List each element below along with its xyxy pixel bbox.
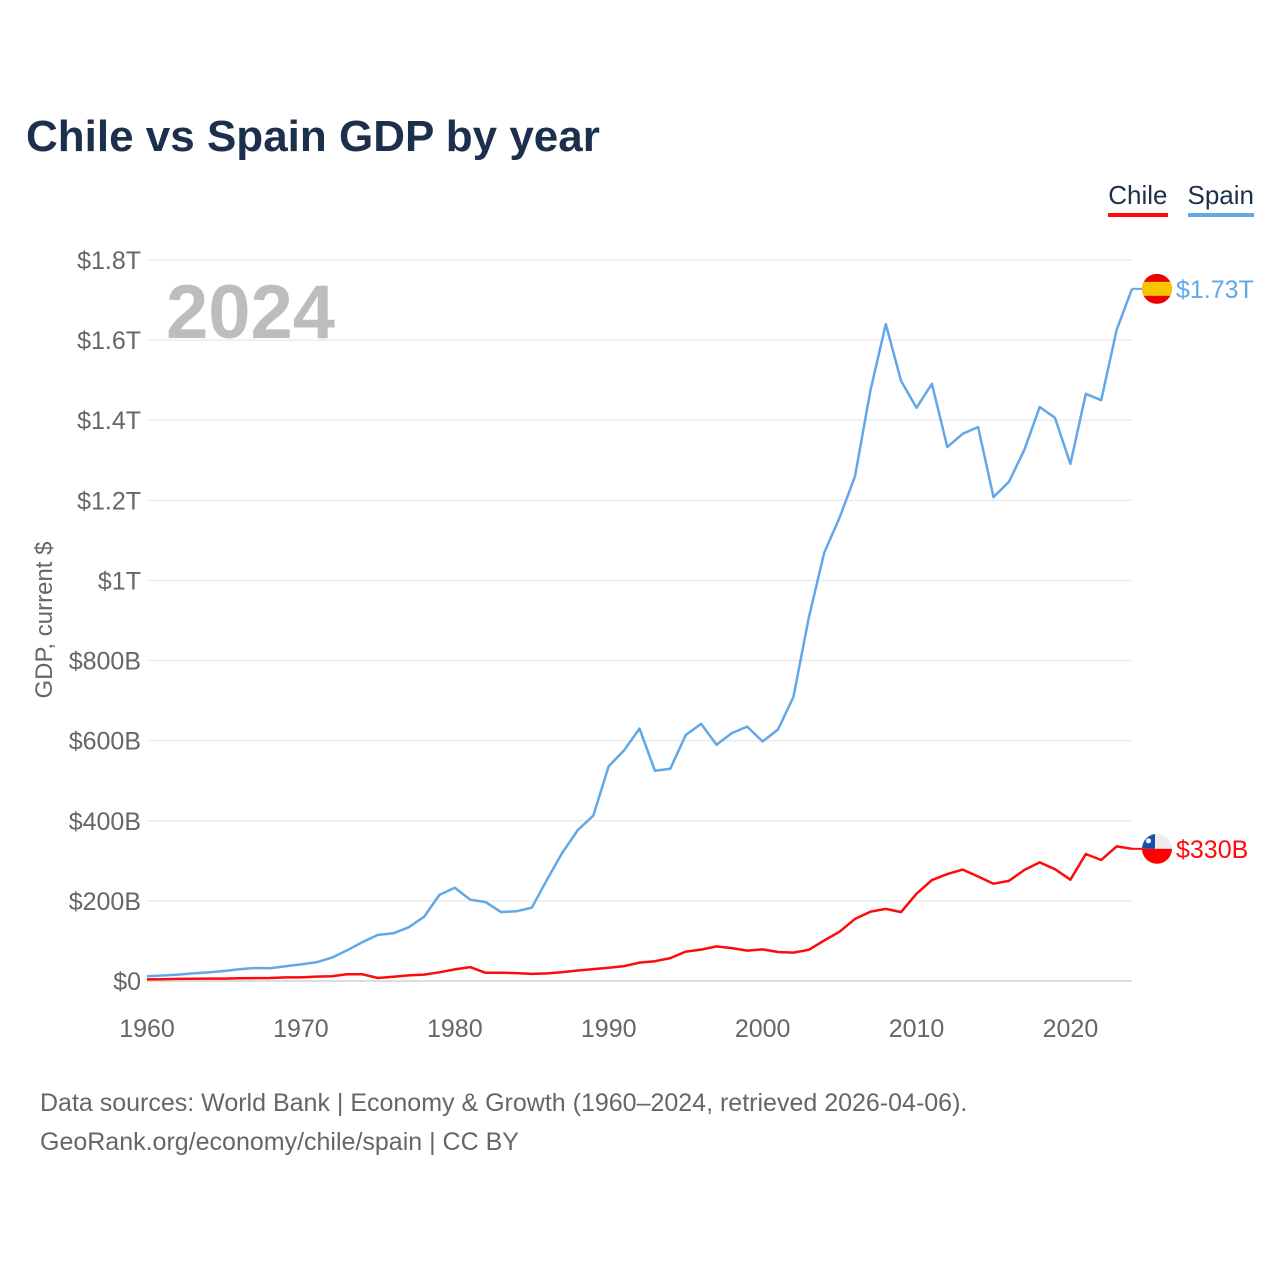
- y-tick-label: $1T: [98, 567, 141, 595]
- legend-item-spain[interactable]: Spain: [1187, 180, 1254, 217]
- x-tick-label: 2010: [889, 1015, 945, 1043]
- data-source: Data sources: World Bank | Economy & Gro…: [40, 1089, 968, 1117]
- series-line-spain: [146, 288, 1134, 978]
- flag-spain-icon: [1142, 273, 1172, 304]
- legend: Chile Spain: [1108, 180, 1254, 217]
- y-tick-label: $800B: [69, 648, 141, 676]
- x-tick-label: 1970: [273, 1015, 329, 1043]
- x-tick-label: 1990: [581, 1015, 637, 1043]
- x-tick-label: 2000: [735, 1015, 791, 1043]
- flag-chile-icon: [1142, 833, 1172, 864]
- x-tick-label: 2020: [1043, 1015, 1099, 1043]
- series-line-chile: [146, 845, 1133, 981]
- chart-title: Chile vs Spain GDP by year: [26, 112, 600, 161]
- end-label-spain: $1.73T: [1176, 276, 1254, 304]
- y-axis-label: GDP, current $: [31, 542, 58, 699]
- y-tick-label: $400B: [69, 808, 141, 836]
- footer: Data sources: World Bank | Economy & Gro…: [40, 1084, 967, 1162]
- y-tick-label: $0: [113, 968, 141, 996]
- x-tick-label: 1960: [119, 1015, 175, 1043]
- x-tick-label: 1980: [427, 1015, 483, 1043]
- y-tick-label: $1.6T: [77, 327, 141, 355]
- y-tick-label: $1.8T: [77, 247, 141, 275]
- y-tick-label: $600B: [69, 728, 141, 756]
- end-label-chile: $330B: [1176, 836, 1248, 864]
- y-tick-label: $200B: [69, 888, 141, 916]
- legend-item-chile[interactable]: Chile: [1108, 180, 1168, 217]
- source-link[interactable]: GeoRank.org/economy/chile/spain | CC BY: [40, 1128, 519, 1156]
- y-tick-label: $1.2T: [77, 487, 141, 515]
- y-tick-label: $1.4T: [77, 407, 141, 435]
- year-watermark: 2024: [166, 270, 335, 355]
